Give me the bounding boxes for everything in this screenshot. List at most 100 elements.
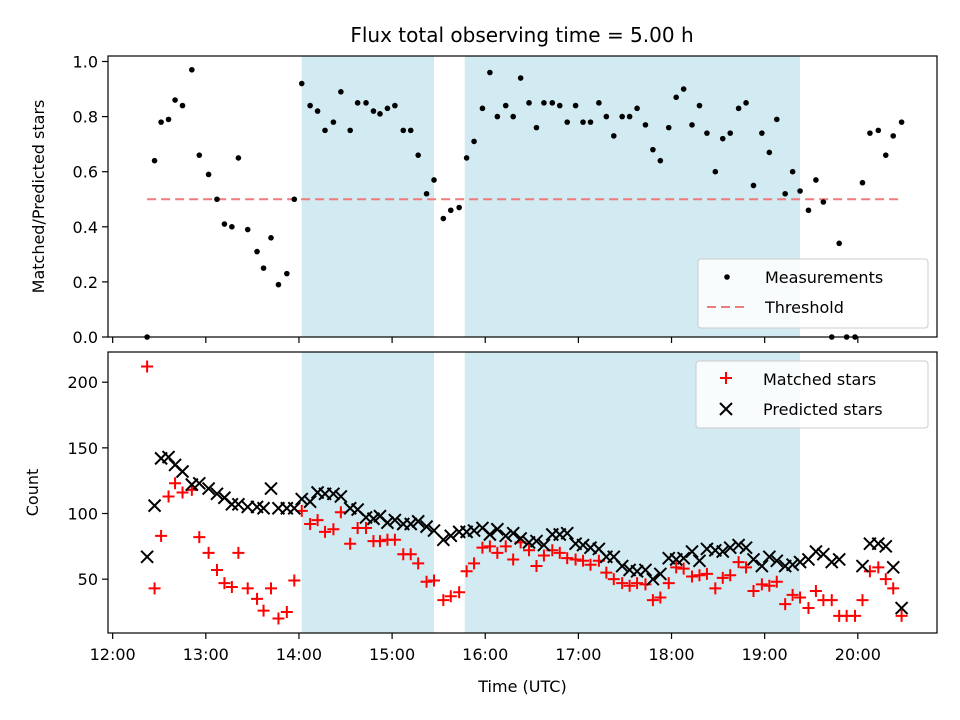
legend-label-measurements: Measurements [765, 268, 883, 287]
predicted-star-point [770, 554, 784, 568]
matched-star-point [872, 561, 885, 574]
matched-star-point [763, 579, 776, 592]
bottom-legend: Matched stars Predicted stars [695, 360, 929, 429]
predicted-star-point [755, 559, 769, 573]
measurement-point [471, 138, 477, 145]
matched-star-point [483, 540, 496, 553]
matched-star-point [225, 581, 238, 594]
measurement-point [214, 196, 220, 203]
matched-star-point [155, 529, 168, 542]
predicted-star-point [529, 534, 544, 548]
measurement-point [797, 188, 803, 194]
predicted-star-point [785, 558, 800, 572]
bottom-panel: 50 100 150 200 12:00 13:00 14:00 15:00 16:00 17:… [23, 351, 938, 696]
matched-star-point [709, 582, 722, 595]
measurement-point [377, 111, 383, 117]
predicted-star-point [615, 559, 629, 573]
matched-star-point [856, 594, 869, 607]
predicted-star-point [326, 487, 341, 501]
predicted-star-point [685, 544, 699, 559]
predicted-star-point [444, 529, 458, 543]
predicted-star-point [731, 538, 746, 552]
y-tick-label: 200 [67, 373, 98, 392]
matched-star-point [280, 605, 293, 618]
measurement-point [254, 248, 260, 255]
predicted-star-point [894, 601, 909, 615]
measurement-point [619, 113, 625, 120]
matched-star-point [755, 578, 768, 591]
measurement-point [400, 127, 407, 134]
matched-star-point [779, 598, 792, 611]
top-legend: Measurements Threshold [697, 258, 929, 329]
x-tick-label: 20:00 [835, 645, 881, 664]
legend-marker-predicted [719, 402, 733, 416]
bottom-y-axis-label: Count [23, 469, 42, 517]
measurement-point [370, 108, 377, 114]
measurement-point [596, 100, 602, 106]
matched-star-point [453, 586, 466, 599]
measurement-point [221, 221, 228, 227]
measurement-point [189, 66, 195, 73]
y-tick-label: 100 [67, 505, 98, 524]
measurement-point [447, 207, 454, 214]
matched-star-point [616, 577, 629, 590]
matched-star-point [662, 577, 675, 590]
bottom-x-axis: 12:00 13:00 14:00 15:00 16:00 17:00 18:00 19:00… [90, 633, 881, 664]
matched-star-point [646, 594, 659, 607]
measurement-point [689, 122, 695, 128]
measurement-point [179, 102, 186, 109]
measurement-point [347, 127, 353, 134]
matched-star-point [210, 563, 223, 576]
x-tick-label: 12:00 [90, 645, 136, 664]
matched-star-point [600, 566, 613, 579]
measurement-point [235, 155, 242, 161]
matched-star-point [420, 575, 433, 588]
measurement-point [291, 196, 298, 203]
measurement-point [384, 105, 391, 112]
predicted-star-point [287, 501, 301, 515]
measurement-point [564, 119, 571, 125]
bottom-y-axis: 50 100 150 200 [67, 373, 108, 589]
matched-star-point [162, 490, 175, 503]
bottom-plot-frame [107, 351, 938, 634]
measurement-point [890, 133, 897, 139]
matched-star-point [631, 577, 644, 590]
measurement-point [882, 152, 889, 158]
measurement-point [634, 105, 640, 112]
top-y-axis: 0.0 0.2 0.4 0.6 0.8 1.0 [73, 53, 108, 347]
predicted-star-point [871, 537, 886, 551]
measurement-point [813, 177, 819, 183]
measurement-point [875, 127, 882, 134]
matched-star-point [476, 541, 489, 554]
y-tick-label: 0.4 [73, 218, 98, 237]
matched-star-point [176, 486, 189, 499]
predicted-star-point [855, 559, 870, 573]
matched-star-point [786, 588, 799, 601]
matched-stars-points [141, 360, 908, 625]
measurement-point [533, 124, 540, 131]
measurement-point [314, 108, 321, 114]
predicted-star-point [506, 526, 520, 540]
measurement-point [665, 124, 672, 131]
matched-star-point [584, 558, 597, 571]
predicted-star-point [762, 550, 777, 564]
predicted-star-point [303, 494, 317, 509]
measurement-point [836, 240, 842, 247]
top-plot-frame [107, 55, 938, 338]
predicted-star-point [692, 554, 707, 568]
matched-star-point [428, 574, 441, 587]
predicted-star-point [716, 544, 730, 559]
matched-star-point [141, 360, 154, 373]
matched-star-point [460, 565, 473, 578]
predicted-star-point [879, 539, 893, 554]
predicted-star-point [576, 538, 590, 552]
shaded-span-0 [301, 56, 435, 337]
predicted-star-point [825, 555, 839, 569]
matched-star-point [288, 574, 301, 587]
predicted-star-point [638, 563, 653, 577]
y-tick-label: 0.2 [73, 273, 98, 292]
measurement-point [704, 130, 710, 136]
matched-star-point [169, 477, 182, 490]
matched-star-point [218, 577, 231, 590]
